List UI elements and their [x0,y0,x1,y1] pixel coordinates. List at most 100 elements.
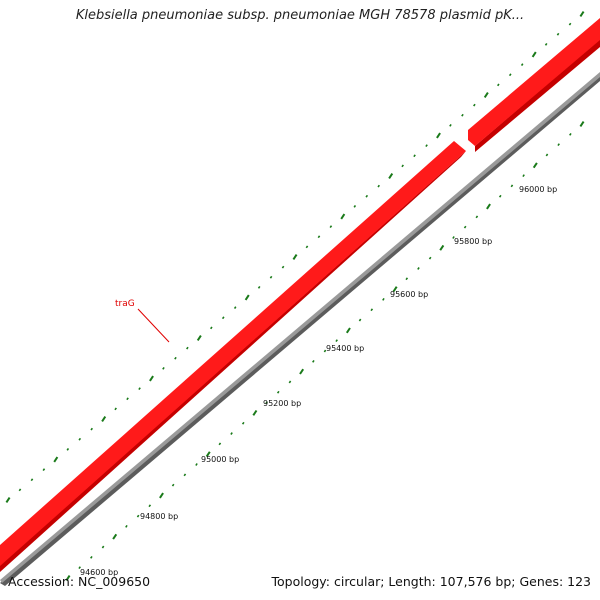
scale-label: 95800 bp [454,237,492,246]
gene-traG-arrow[interactable] [0,141,466,566]
minor-tick [136,514,140,518]
minor-tick [126,397,129,401]
major-tick [65,575,71,581]
minor-tick [544,42,548,46]
major-tick [252,409,258,416]
major-tick [101,416,107,422]
minor-tick [522,174,525,178]
map-title: Klebsiella pneumoniae subsp. pneumoniae … [75,8,525,23]
scale-label: 95600 bp [390,290,428,299]
gene-next-shadow [475,39,600,152]
major-tick [340,213,346,220]
minor-tick [557,143,560,147]
minor-tick [545,153,549,157]
minor-tick [162,366,165,370]
minor-tick [413,154,416,158]
minor-tick [417,267,420,270]
minor-tick [281,265,285,269]
minor-tick [195,463,198,466]
major-tick [392,286,398,293]
scale-label: 95200 bp [263,399,301,408]
major-tick [531,51,537,58]
scale-label: 95400 bp [326,344,364,353]
gene-next-arrow[interactable] [468,18,600,146]
minor-tick [568,22,572,26]
minor-tick [288,380,292,384]
minor-tick [370,308,374,312]
minor-tick [510,184,514,188]
minor-tick [221,316,225,320]
minor-tick [508,73,512,77]
minor-tick [305,245,309,249]
major-tick [388,173,394,179]
major-tick [149,375,154,382]
minor-tick [473,103,476,107]
minor-tick [78,437,82,441]
minor-tick [401,164,404,168]
minor-tick [148,504,152,508]
minor-tick [90,427,93,431]
minor-tick [241,421,245,425]
major-tick [345,327,351,334]
outer-tick-ring [5,11,585,503]
accession-label: Accession: NC_009650 [8,574,151,589]
minor-tick [461,113,464,117]
minor-tick [405,277,409,281]
minor-tick [183,473,187,477]
minor-tick [218,442,222,446]
minor-tick [230,432,233,435]
minor-tick [276,390,280,394]
major-tick [436,132,441,139]
minor-tick [101,545,105,549]
major-tick [483,92,489,98]
major-tick [486,203,491,210]
minor-tick [449,123,452,127]
minor-tick [323,349,327,353]
major-tick [53,456,59,463]
minor-tick [317,235,321,239]
major-tick [112,533,118,540]
minor-tick [463,225,467,229]
minor-tick [335,339,338,343]
minor-tick [42,468,46,472]
minor-tick [171,483,175,487]
scale-label: 96000 bp [519,185,557,194]
major-tick [244,294,250,301]
minor-tick [520,63,524,67]
minor-tick [265,401,268,405]
minor-tick [78,566,81,570]
gene-label-traG[interactable]: traG [115,299,135,309]
major-tick [205,451,211,458]
minor-tick [114,407,117,411]
major-tick [579,121,585,127]
major-tick [532,162,538,169]
minor-tick [66,447,70,451]
minor-tick [382,297,385,301]
topology-summary: Topology: circular; Length: 107,576 bp; … [271,574,592,589]
backbone-line [0,72,600,583]
gene-label-leader [137,308,170,343]
minor-tick [365,194,369,198]
minor-tick [556,32,560,36]
inner-tick-ring [65,121,585,581]
minor-tick [18,488,22,492]
major-tick [196,335,202,341]
scale-label-group: 94600 bp 94800 bp 95000 bp 95200 bp 9540… [80,185,557,577]
major-tick [579,11,585,17]
major-tick [439,244,445,251]
minor-tick [269,275,273,279]
minor-tick [569,132,572,136]
scale-label: 94600 bp [80,568,118,577]
minor-tick [452,236,455,239]
minor-tick [233,306,237,310]
minor-tick [174,356,177,360]
minor-tick [210,326,213,330]
minor-tick [138,387,141,391]
minor-tick [425,144,428,148]
minor-tick [497,83,500,87]
scale-label: 94800 bp [140,512,178,521]
minor-tick [475,215,479,219]
major-tick [292,254,298,260]
